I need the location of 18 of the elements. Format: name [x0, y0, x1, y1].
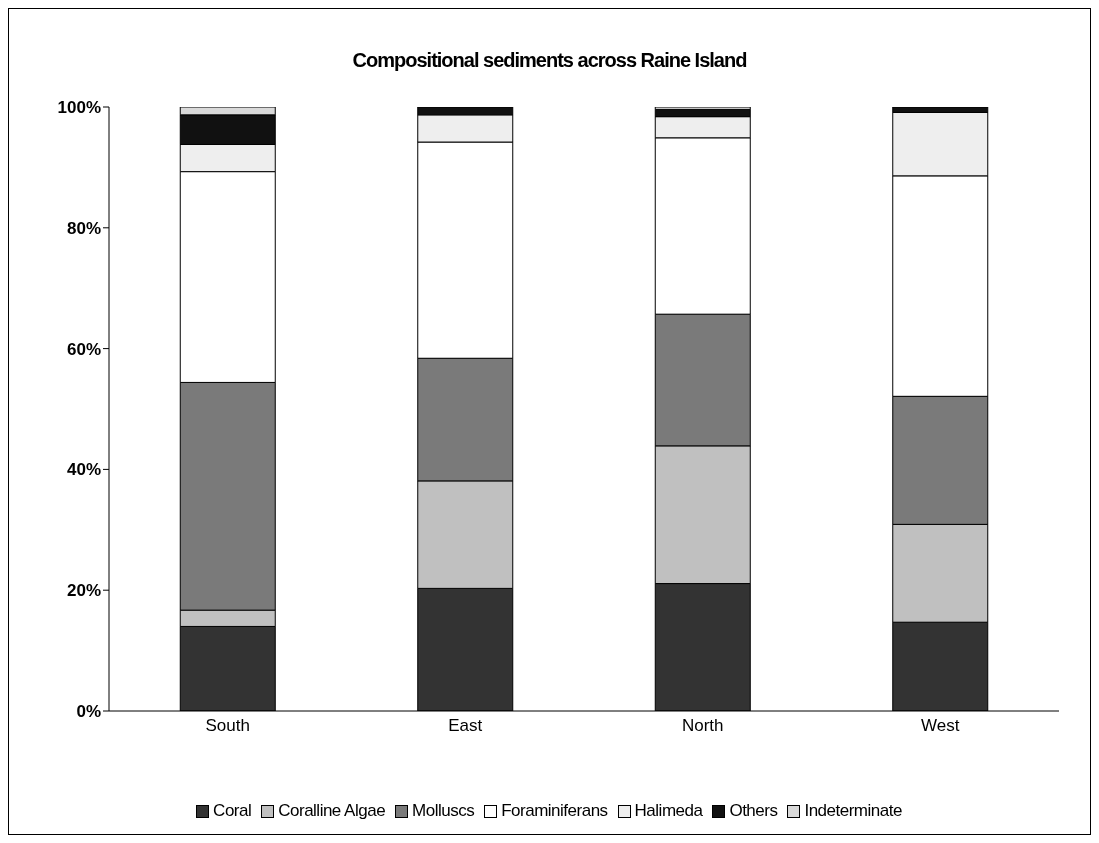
legend-label: Coralline Algae: [278, 801, 386, 821]
x-tick-label: East: [448, 716, 483, 736]
legend-label: Halimeda: [634, 801, 703, 821]
chart-title: Compositional sediments across Raine Island: [351, 48, 748, 71]
y-tick-label: 40%: [66, 460, 101, 480]
x-tick-label: South: [205, 716, 250, 736]
y-tick-label: 80%: [66, 218, 101, 238]
x-tick-label: North: [681, 716, 724, 736]
x-tick-label: West: [921, 716, 960, 736]
legend-label: Others: [729, 801, 778, 821]
legend-label: Indeterminate: [804, 801, 902, 821]
legend-label: Coral: [213, 801, 252, 821]
y-tick-label: 100%: [57, 98, 101, 118]
y-tick-label: 60%: [66, 339, 101, 359]
y-tick-label: 0%: [76, 702, 101, 722]
legend-label: Molluscs: [412, 801, 475, 821]
legend-label: Foraminiferans: [501, 801, 608, 821]
y-tick-label: 20%: [66, 581, 101, 601]
